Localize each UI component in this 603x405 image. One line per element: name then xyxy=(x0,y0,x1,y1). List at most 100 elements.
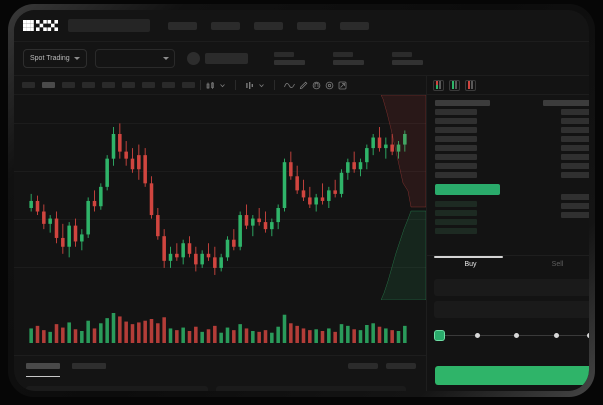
stat-label xyxy=(332,52,353,57)
chevron-down-icon xyxy=(162,57,169,60)
timeframe-button-3[interactable] xyxy=(62,82,75,88)
orderbook-right-row[interactable] xyxy=(561,194,589,200)
orderbook-mode-asks-icon[interactable] xyxy=(465,79,476,91)
slider-node-4[interactable] xyxy=(553,333,559,338)
price-input[interactable] xyxy=(434,279,589,296)
orderbook[interactable] xyxy=(427,95,589,255)
amount-percent-slider[interactable] xyxy=(435,331,589,341)
orders-tabs xyxy=(14,356,426,369)
indicator-icon[interactable] xyxy=(245,81,254,90)
nav-item-2[interactable] xyxy=(211,21,240,30)
orderbook-right-row[interactable] xyxy=(543,100,589,106)
orders-bottom-panel xyxy=(14,355,426,391)
okx-logo[interactable] xyxy=(23,20,58,31)
nav-item-4[interactable] xyxy=(297,21,326,30)
orderbook-mode-both-icon[interactable] xyxy=(433,79,444,91)
orderbook-bid-row[interactable] xyxy=(435,228,477,234)
orders-actions xyxy=(348,363,416,369)
timeframe-button-4[interactable] xyxy=(82,82,95,88)
stat-value xyxy=(332,60,364,65)
orderbook-ask-row[interactable] xyxy=(435,172,477,178)
orderbook-right-row[interactable] xyxy=(561,163,589,169)
pencil-icon[interactable] xyxy=(299,81,308,90)
orderbook-ask-row[interactable] xyxy=(435,136,477,142)
stat-label xyxy=(273,52,294,57)
fullscreen-icon[interactable] xyxy=(338,81,347,90)
orderbook-ask-row[interactable] xyxy=(435,127,477,133)
orderbook-right-row[interactable] xyxy=(561,172,589,178)
chart-tool-icons xyxy=(206,80,347,90)
timeframe-button-8[interactable] xyxy=(162,82,175,88)
magnet-icon[interactable] xyxy=(312,81,321,90)
orderbook-ask-row[interactable] xyxy=(435,154,477,160)
settings-icon[interactable] xyxy=(325,81,334,90)
buy-sell-tabs: Buy Sell xyxy=(427,255,589,273)
stat-item-2 xyxy=(332,52,364,65)
orderbook-bid-row[interactable] xyxy=(435,210,477,216)
orders-content-blocks xyxy=(26,386,406,391)
search-input[interactable] xyxy=(68,19,150,32)
orderbook-right-row[interactable] xyxy=(561,127,589,133)
chevron-down-icon xyxy=(73,57,80,60)
orderbook-right-row[interactable] xyxy=(561,109,589,115)
orderbook-ask-row[interactable] xyxy=(435,145,477,151)
stat-value xyxy=(273,60,305,65)
orderbook-right-row[interactable] xyxy=(561,145,589,151)
orderbook-right-row[interactable] xyxy=(561,118,589,124)
slider-node-3[interactable] xyxy=(514,333,519,338)
timeframe-button-5[interactable] xyxy=(102,82,115,88)
depth-chart-overlay xyxy=(381,95,426,300)
timeframe-button-1[interactable] xyxy=(22,82,35,88)
orderbook-ask-row[interactable] xyxy=(435,109,477,115)
pair-name xyxy=(204,53,248,64)
nav-item-1[interactable] xyxy=(168,21,197,30)
market-subheader: Spot Trading xyxy=(14,42,589,76)
orderbook-right-column xyxy=(543,100,589,234)
slider-node-1[interactable] xyxy=(435,331,444,340)
nav-item-5[interactable] xyxy=(340,21,369,30)
orderbook-trade-panel: Buy Sell xyxy=(426,76,589,391)
market-type-label: Spot Trading xyxy=(30,55,70,62)
orderbook-ask-row[interactable] xyxy=(435,163,477,169)
orderbook-right-row[interactable] xyxy=(561,203,589,209)
orderbook-columns xyxy=(435,100,589,234)
orderbook-ask-row[interactable] xyxy=(435,118,477,124)
pair-select-dropdown[interactable] xyxy=(94,49,175,68)
orders-action-2[interactable] xyxy=(386,363,416,369)
market-type-dropdown[interactable]: Spot Trading xyxy=(23,49,87,68)
depth-bid-area xyxy=(381,210,426,300)
orderbook-right-row[interactable] xyxy=(561,154,589,160)
nav-item-3[interactable] xyxy=(254,21,283,30)
tab-open-orders[interactable] xyxy=(26,363,60,369)
orderbook-right-row[interactable] xyxy=(561,212,589,218)
market-stats xyxy=(273,52,423,65)
price-chart[interactable] xyxy=(14,95,426,355)
timeframe-button-2[interactable] xyxy=(42,82,55,88)
orderbook-mode-bids-icon[interactable] xyxy=(449,79,460,91)
order-entry-form xyxy=(427,273,589,318)
orderbook-bid-row[interactable] xyxy=(435,201,477,207)
amount-input[interactable] xyxy=(434,301,589,318)
slider-node-5[interactable] xyxy=(587,333,589,338)
timeframe-button-9[interactable] xyxy=(182,82,195,88)
device-frame: Spot Trading xyxy=(8,4,595,397)
chevron-down-icon[interactable] xyxy=(258,82,265,89)
orderbook-right-row[interactable] xyxy=(561,136,589,142)
candlestick-icon[interactable] xyxy=(206,81,215,90)
tab-sell[interactable]: Sell xyxy=(551,261,564,268)
gridline-3 xyxy=(14,219,426,220)
timeframe-button-7[interactable] xyxy=(142,82,155,88)
tab-order-history[interactable] xyxy=(72,363,106,369)
slider-node-2[interactable] xyxy=(474,333,480,338)
orders-action-1[interactable] xyxy=(348,363,378,369)
submit-buy-button[interactable] xyxy=(435,366,589,385)
orderbook-ask-row[interactable] xyxy=(435,100,490,106)
chevron-down-icon[interactable] xyxy=(219,82,226,89)
line-wave-icon[interactable] xyxy=(284,81,295,90)
timeframe-button-6[interactable] xyxy=(122,82,135,88)
stat-value xyxy=(391,60,423,65)
tab-buy[interactable]: Buy xyxy=(464,261,477,268)
orderbook-bid-row[interactable] xyxy=(435,219,477,225)
divider xyxy=(200,80,201,90)
stat-label xyxy=(391,52,412,57)
